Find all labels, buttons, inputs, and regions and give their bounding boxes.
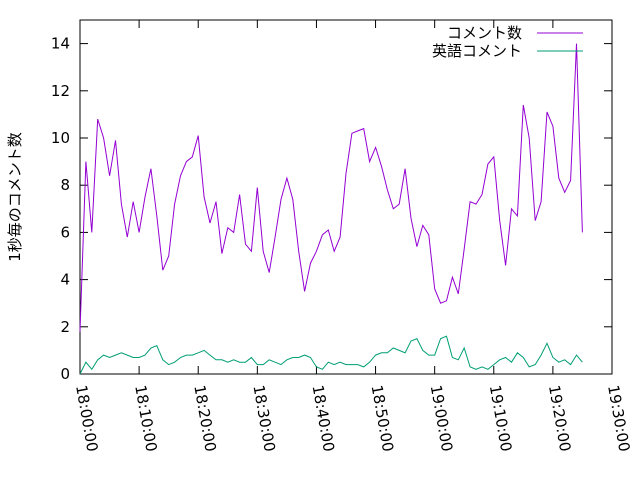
y-tick-label: 4 [60, 271, 70, 289]
x-tick-label: 18:30:00 [249, 384, 278, 453]
x-tick-label: 19:10:00 [486, 384, 515, 453]
y-axis-label: 1秒毎のコメント数 [6, 132, 24, 262]
x-tick-label: 18:40:00 [309, 384, 338, 453]
y-tick-label: 8 [60, 176, 70, 194]
y-tick-label: 0 [60, 365, 70, 383]
x-tick-label: 18:50:00 [368, 384, 397, 453]
x-tick-label: 19:30:00 [604, 384, 633, 453]
x-tick-label: 19:20:00 [545, 384, 574, 453]
x-tick-label: 19:00:00 [427, 384, 456, 453]
x-tick-label: 18:10:00 [131, 384, 160, 453]
series-line [79, 335, 583, 375]
y-tick-label: 14 [51, 35, 70, 53]
y-tick-label: 2 [60, 318, 70, 336]
y-tick-label: 12 [51, 82, 70, 100]
y-tick-label: 6 [60, 223, 70, 241]
x-tick-label: 18:00:00 [72, 384, 101, 453]
x-tick-label: 18:20:00 [190, 384, 219, 453]
series-line [79, 43, 583, 332]
legend-label: コメント数 [447, 24, 522, 42]
y-tick-label: 10 [51, 129, 70, 147]
legend-label: 英語コメント [432, 42, 522, 60]
plot-border [79, 19, 613, 375]
